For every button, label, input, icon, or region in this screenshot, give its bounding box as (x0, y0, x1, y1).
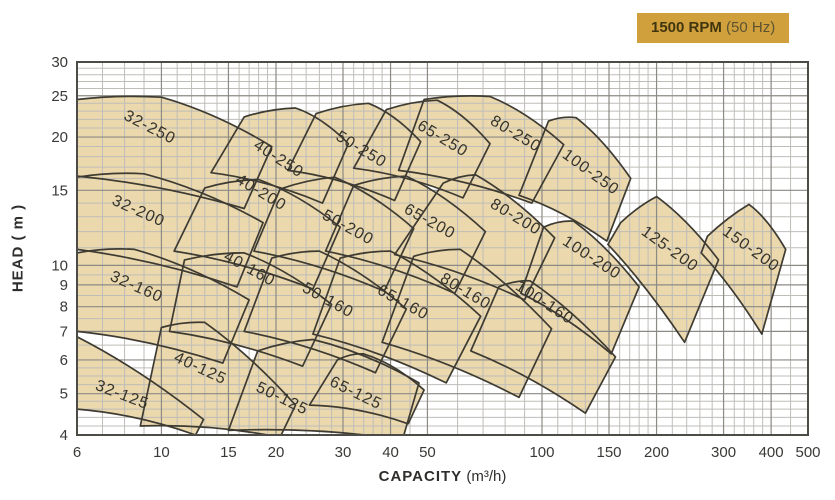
region-outline-50-125 (227, 338, 420, 435)
region-fill-125-200 (607, 196, 719, 343)
x-tick-label-500: 500 (795, 444, 820, 461)
region-fill-100-250 (519, 117, 631, 242)
region-outline-40-160 (168, 252, 333, 368)
x-tick-label-10: 10 (153, 444, 170, 461)
region-outline-50-250 (287, 102, 422, 202)
y-tick-label-5: 5 (60, 386, 68, 403)
x-tick-label-6: 6 (73, 444, 81, 461)
region-outline-32-250 (77, 95, 273, 210)
x-tick-label-400: 400 (759, 444, 784, 461)
region-outline-80-160 (381, 248, 553, 399)
region-outline-125-200 (607, 195, 720, 344)
region-fill-150-200 (701, 204, 786, 335)
y-tick-label-6: 6 (60, 352, 68, 369)
region-outline-50-160 (243, 250, 408, 374)
y-tick-label-10: 10 (51, 257, 68, 274)
region-outline-32-160 (77, 248, 250, 364)
region-outline-50-200 (253, 176, 415, 293)
y-tick-label-9: 9 (60, 277, 68, 294)
x-tick-label-100: 100 (529, 444, 554, 461)
x-tick-label-300: 300 (711, 444, 736, 461)
y-tick-label-7: 7 (60, 323, 68, 340)
region-outline-32-125 (77, 335, 205, 435)
region-outline-32-200 (77, 172, 264, 288)
x-axis-title: CAPACITY (m³/h) (77, 468, 808, 485)
region-outline-65-200 (324, 175, 487, 295)
region-outline-65-160 (312, 250, 482, 384)
rpm-badge: 1500 RPM (50 Hz) (637, 13, 790, 43)
tick-labels: 6 10 15 20 30 40 50 100 150 200 300 400 500 30 25 20 15 1… (51, 54, 820, 461)
x-tick-label-15: 15 (220, 444, 237, 461)
y-tick-label-8: 8 (60, 299, 68, 316)
region-outline-100-250 (518, 116, 632, 242)
x-tick-label-30: 30 (335, 444, 352, 461)
region-outline-80-200 (393, 174, 556, 301)
x-tick-label-20: 20 (268, 444, 285, 461)
grid-lines (76, 61, 809, 436)
region-outline-40-250 (210, 107, 350, 204)
region-outlines (77, 95, 787, 435)
y-tick-label-4: 4 (60, 427, 68, 444)
x-axis-title-unit: (m³/h) (462, 468, 507, 485)
x-tick-label-150: 150 (596, 444, 621, 461)
y-tick-label-20: 20 (51, 129, 68, 146)
region-fill-80-200 (394, 174, 555, 300)
plot-frame (76, 61, 809, 436)
x-tick-label-40: 40 (382, 444, 399, 461)
y-tick-label-30: 30 (51, 54, 68, 71)
rpm-badge-frequency: (50 Hz) (721, 19, 776, 36)
x-axis-title-text: CAPACITY (378, 468, 463, 485)
region-outline-40-125 (139, 321, 297, 435)
region-outline-100-200 (520, 220, 640, 355)
region-outline-100-160 (469, 279, 617, 415)
region-outline-80-250 (397, 95, 565, 204)
y-tick-label-15: 15 (51, 182, 68, 199)
y-tick-label-25: 25 (51, 88, 68, 105)
y-axis-title: HEAD ( m ) (9, 203, 27, 293)
region-fill-65-125 (309, 353, 425, 424)
region-outline-65-250 (352, 99, 491, 199)
x-tick-label-50: 50 (419, 444, 436, 461)
region-outline-150-200 (700, 203, 787, 335)
region-outline-40-200 (173, 178, 342, 290)
rpm-badge-value: 1500 RPM (651, 19, 722, 36)
x-tick-label-200: 200 (644, 444, 669, 461)
region-outline-65-125 (308, 352, 425, 425)
